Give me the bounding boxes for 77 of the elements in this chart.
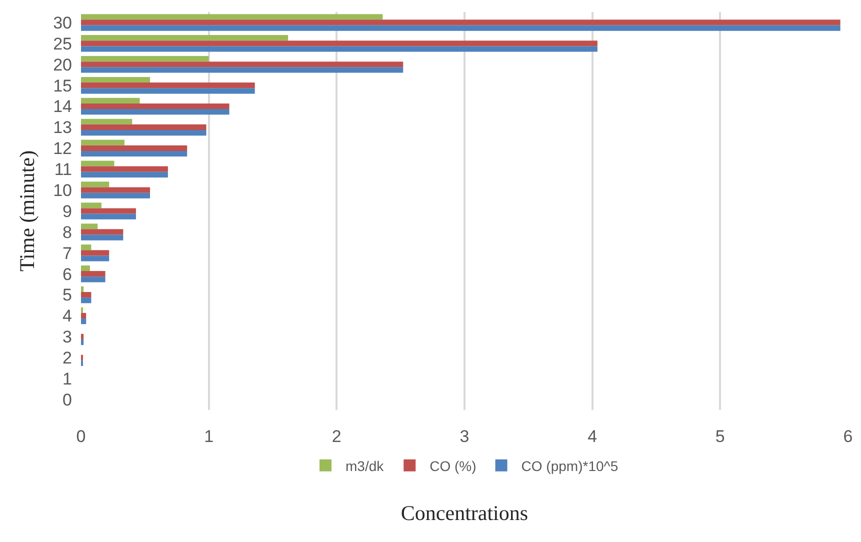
bar: [81, 150, 188, 157]
bar: [81, 318, 86, 324]
bar: [81, 140, 124, 146]
y-tick-label: 12: [53, 139, 72, 158]
y-tick-label: 8: [62, 222, 72, 242]
y-tick-label: 1: [62, 370, 72, 389]
x-tick-label: 6: [843, 427, 853, 446]
y-tick-label: 7: [62, 244, 72, 263]
y-tick-label: 30: [53, 13, 72, 32]
bar: [81, 229, 124, 235]
bar: [81, 292, 92, 298]
bar: [81, 192, 150, 198]
bar: [81, 298, 92, 304]
bar: [81, 46, 598, 52]
bar: [81, 20, 840, 26]
bar: [81, 103, 230, 110]
bar: [81, 214, 136, 220]
x-tick-label: 2: [332, 427, 342, 446]
bar: [81, 276, 106, 282]
bar: [81, 234, 124, 240]
bar: [81, 118, 132, 124]
bar: [81, 88, 255, 94]
bar: [81, 339, 84, 346]
bar: [81, 224, 98, 230]
y-axis-title: Time (minute): [15, 150, 40, 272]
bar: [81, 40, 598, 46]
x-tick-label: 5: [715, 427, 725, 446]
x-tick-label: 4: [588, 427, 598, 446]
bar: [81, 62, 404, 68]
legend-label: CO (%): [430, 458, 476, 474]
x-axis-title: Concentrations: [400, 501, 528, 526]
y-tick-label: 5: [62, 286, 72, 305]
bar: [81, 76, 150, 83]
y-tick-label: 11: [54, 160, 72, 180]
bar: [81, 334, 84, 340]
y-tick-label: 10: [53, 181, 72, 200]
bar: [81, 35, 288, 41]
legend-label: CO (ppm)*10^5: [521, 458, 618, 474]
bar: [81, 124, 206, 130]
bar: [81, 312, 86, 319]
bar: [81, 130, 206, 136]
y-tick-label: 0: [62, 390, 72, 410]
x-tick-label: 3: [460, 427, 470, 446]
bar: [81, 25, 840, 31]
y-tick-label: 4: [62, 306, 72, 326]
bar: [81, 56, 209, 62]
bar: [81, 98, 140, 104]
y-tick-label: 14: [53, 97, 72, 116]
bar: [81, 256, 110, 262]
y-tick-label: 9: [62, 202, 72, 221]
bar: [81, 166, 168, 172]
bar: [81, 187, 150, 193]
bar: [81, 250, 110, 256]
bar: [81, 286, 84, 292]
bar: [81, 208, 136, 214]
bar: [81, 172, 168, 178]
bar: [81, 182, 110, 188]
bar: [81, 202, 102, 208]
bar: [81, 82, 255, 88]
y-tick-label: 20: [53, 55, 72, 74]
bar: [81, 145, 188, 151]
bar: [81, 271, 106, 277]
bar: [81, 14, 383, 20]
y-tick-label: 2: [62, 348, 72, 368]
x-tick-label: 0: [76, 427, 86, 446]
bar: [81, 109, 230, 115]
bar: [81, 160, 114, 166]
y-tick-label: 25: [53, 34, 72, 54]
legend-label: m3/dk: [346, 458, 385, 474]
bar: [81, 244, 92, 250]
y-tick-label: 13: [53, 118, 72, 138]
y-tick-label: 15: [53, 76, 72, 96]
bar: [81, 67, 404, 73]
x-tick-label: 1: [204, 427, 214, 446]
y-tick-label: 3: [62, 328, 72, 347]
y-tick-label: 6: [62, 264, 72, 284]
bar: [81, 265, 90, 272]
